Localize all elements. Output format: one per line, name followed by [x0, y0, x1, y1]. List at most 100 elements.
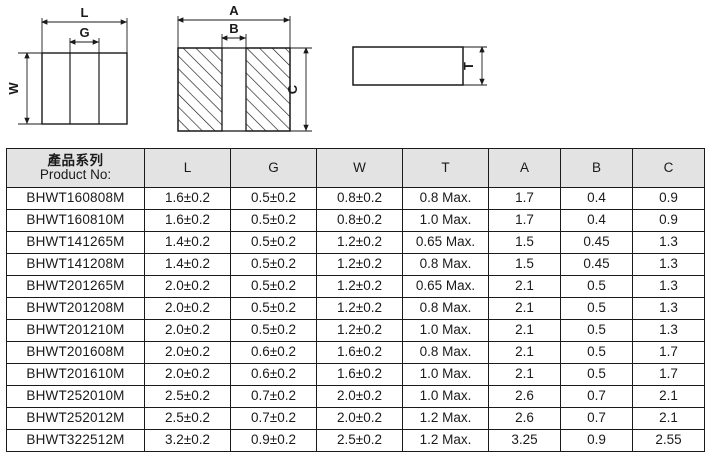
cell-b: 0.45	[560, 253, 633, 276]
cell-a: 2.1	[488, 319, 561, 342]
column-header-a: A	[488, 148, 561, 188]
cell-t: 1.2 Max.	[402, 407, 489, 430]
cell-c: 1.3	[632, 253, 705, 276]
cell-t: 0.8 Max.	[402, 297, 489, 320]
cell-l: 2.5±0.2	[144, 385, 231, 408]
cell-t: 0.8 Max.	[402, 341, 489, 364]
cell-b: 0.5	[560, 319, 633, 342]
cell-product-no: BHWT141208M	[6, 253, 145, 276]
cell-g: 0.5±0.2	[230, 253, 317, 276]
cell-w: 1.2±0.2	[316, 319, 403, 342]
cell-product-no: BHWT160808M	[6, 187, 145, 210]
cell-t: 1.0 Max.	[402, 209, 489, 232]
cell-a: 2.6	[488, 407, 561, 430]
cell-b: 0.5	[560, 363, 633, 386]
column-header-c: C	[632, 148, 705, 188]
column-header-t: T	[402, 148, 489, 188]
table-row: BHWT322512M 3.2±0.2 0.9±0.2 2.5±0.2 1.2 Max.…	[6, 429, 705, 452]
cell-l: 2.0±0.2	[144, 319, 231, 342]
cell-a: 2.1	[488, 363, 561, 386]
cell-g: 0.5±0.2	[230, 231, 317, 254]
column-header-w: W	[316, 148, 403, 188]
cell-w: 2.0±0.2	[316, 385, 403, 408]
cell-w: 0.8±0.2	[316, 187, 403, 210]
column-header-b: B	[560, 148, 633, 188]
side-profile-outline	[352, 46, 464, 86]
cell-l: 2.0±0.2	[144, 275, 231, 298]
table-row: BHWT141208M 1.4±0.2 0.5±0.2 1.2±0.2 0.8 Max.…	[6, 253, 705, 276]
cell-t: 0.8 Max.	[402, 187, 489, 210]
cell-b: 0.4	[560, 209, 633, 232]
cell-a: 1.5	[488, 231, 561, 254]
cell-g: 0.6±0.2	[230, 363, 317, 386]
cell-l: 2.5±0.2	[144, 407, 231, 430]
cell-product-no: BHWT201608M	[6, 341, 145, 364]
cell-t: 1.0 Max.	[402, 319, 489, 342]
dimension-label-t: T	[461, 62, 476, 70]
cell-g: 0.5±0.2	[230, 297, 317, 320]
cell-product-no: BHWT141265M	[6, 231, 145, 254]
cell-g: 0.6±0.2	[230, 341, 317, 364]
cell-c: 2.55	[632, 429, 705, 452]
table-row: BHWT201265M 2.0±0.2 0.5±0.2 1.2±0.2 0.65 Max…	[6, 275, 705, 298]
cell-w: 2.5±0.2	[316, 429, 403, 452]
figure-top-view: L G W	[0, 0, 160, 145]
cell-product-no: BHWT322512M	[6, 429, 145, 452]
cell-a: 1.7	[488, 187, 561, 210]
cell-t: 1.0 Max.	[402, 385, 489, 408]
cell-product-no: BHWT201210M	[6, 319, 145, 342]
cell-l: 3.2±0.2	[144, 429, 231, 452]
cell-product-no: BHWT252010M	[6, 385, 145, 408]
cell-g: 0.7±0.2	[230, 407, 317, 430]
cell-w: 2.0±0.2	[316, 407, 403, 430]
component-body-outline	[41, 52, 128, 125]
dimension-label-a: A	[229, 3, 239, 18]
table-row: BHWT201208M 2.0±0.2 0.5±0.2 1.2±0.2 0.8 Max.…	[6, 297, 705, 320]
cell-t: 0.65 Max.	[402, 231, 489, 254]
cell-t: 1.2 Max.	[402, 429, 489, 452]
cell-g: 0.9±0.2	[230, 429, 317, 452]
column-header-g: G	[230, 148, 317, 188]
table-row: BHWT252010M 2.5±0.2 0.7±0.2 2.0±0.2 1.0 Max.…	[6, 385, 705, 408]
cell-t: 1.0 Max.	[402, 363, 489, 386]
cell-b: 0.7	[560, 385, 633, 408]
cell-b: 0.5	[560, 275, 633, 298]
cell-b: 0.4	[560, 187, 633, 210]
table-row: BHWT201610M 2.0±0.2 0.6±0.2 1.6±0.2 1.0 Max.…	[6, 363, 705, 386]
cell-t: 0.65 Max.	[402, 275, 489, 298]
cell-w: 1.2±0.2	[316, 297, 403, 320]
cell-w: 0.8±0.2	[316, 209, 403, 232]
figure-side-view: T	[335, 0, 535, 145]
cell-g: 0.5±0.2	[230, 275, 317, 298]
table-row: BHWT160810M 1.6±0.2 0.5±0.2 0.8±0.2 1.0 Max.…	[6, 209, 705, 232]
cell-a: 2.6	[488, 385, 561, 408]
column-header-product-en: Product No:	[39, 167, 112, 182]
cell-c: 0.9	[632, 187, 705, 210]
cell-c: 1.7	[632, 363, 705, 386]
cell-b: 0.9	[560, 429, 633, 452]
cell-l: 1.6±0.2	[144, 209, 231, 232]
cell-a: 3.25	[488, 429, 561, 452]
dimension-label-c: C	[285, 84, 300, 94]
cell-b: 0.5	[560, 341, 633, 364]
cell-g: 0.5±0.2	[230, 187, 317, 210]
cell-w: 1.2±0.2	[316, 253, 403, 276]
cell-w: 1.6±0.2	[316, 341, 403, 364]
cell-a: 2.1	[488, 275, 561, 298]
table-row: BHWT141265M 1.4±0.2 0.5±0.2 1.2±0.2 0.65 Max…	[6, 231, 705, 254]
cell-c: 1.3	[632, 319, 705, 342]
cell-product-no: BHWT252012M	[6, 407, 145, 430]
cell-product-no: BHWT160810M	[6, 209, 145, 232]
dimension-label-g: G	[79, 25, 89, 40]
cell-l: 2.0±0.2	[144, 297, 231, 320]
column-header-product: 產品系列 Product No:	[6, 148, 145, 188]
cell-t: 0.8 Max.	[402, 253, 489, 276]
table-row: BHWT252012M 2.5±0.2 0.7±0.2 2.0±0.2 1.2 Max.…	[6, 407, 705, 430]
cell-c: 0.9	[632, 209, 705, 232]
cell-a: 2.1	[488, 297, 561, 320]
column-header-l: L	[144, 148, 231, 188]
table-header-row: 產品系列 Product No: L G W T A B C	[6, 148, 705, 188]
cell-l: 2.0±0.2	[144, 363, 231, 386]
cell-c: 1.3	[632, 275, 705, 298]
cell-l: 1.4±0.2	[144, 231, 231, 254]
